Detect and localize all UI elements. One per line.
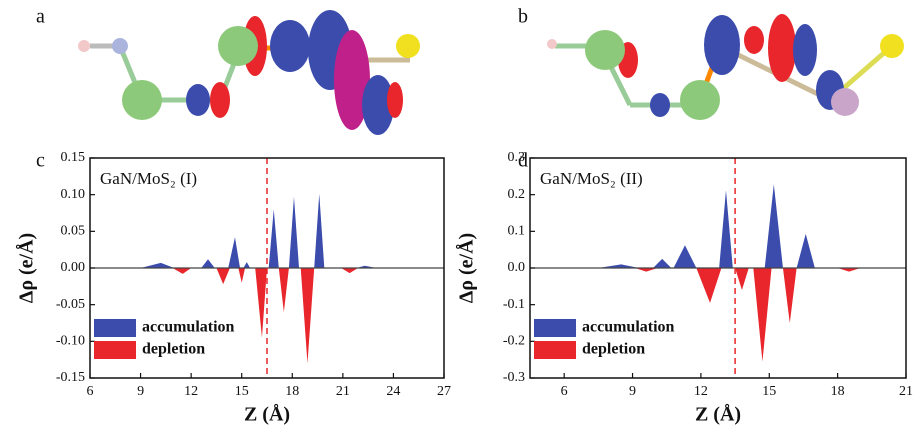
- legend-swatch: [534, 341, 576, 359]
- x-tick-label: 9: [629, 384, 636, 399]
- legend-swatch: [94, 319, 136, 337]
- y-tick-label: 0.10: [61, 187, 86, 202]
- x-tick-label: 6: [87, 384, 94, 399]
- x-tick-label: 12: [694, 384, 708, 399]
- x-tick-label: 12: [184, 384, 198, 399]
- y-tick-label: -0.10: [56, 334, 85, 349]
- y-axis-label: Δρ (e/Å): [455, 233, 478, 303]
- figure: a b 6 9 12 15 18 21 24 27 -0.15 -0.10 -0.05 0.00 0.0…: [0, 0, 919, 432]
- x-tick-label: 9: [137, 384, 144, 399]
- y-tick-label: -0.05: [56, 297, 85, 312]
- annotation: GaN/MoS₂ (I): [100, 169, 197, 188]
- legend-label: depletion: [582, 341, 645, 358]
- panel-label: a: [36, 6, 45, 28]
- area: [530, 184, 906, 268]
- y-axis-label: Δρ (e/Å): [15, 233, 38, 303]
- y-tick-label: -0.1: [503, 297, 525, 312]
- y-tick-label: -0.3: [503, 370, 525, 385]
- y-tick-label: -0.2: [503, 334, 525, 349]
- legend-label: accumulation: [142, 319, 235, 336]
- x-tick-label: 6: [561, 384, 568, 399]
- y-tick-label: 0.05: [61, 224, 86, 239]
- x-tick-label: 18: [831, 384, 845, 399]
- annotation: GaN/MoS₂ (II): [540, 169, 643, 188]
- y-tick-label: -0.15: [56, 370, 85, 385]
- x-tick-label: 27: [437, 384, 451, 399]
- y-tick-label: 0.15: [61, 150, 86, 165]
- x-tick-label: 21: [336, 384, 350, 399]
- legend-label: depletion: [142, 341, 205, 358]
- legend-swatch: [534, 319, 576, 337]
- structure-image-a: [78, 10, 420, 135]
- legend-label: accumulation: [582, 319, 675, 336]
- structure-image-b: [547, 14, 904, 120]
- panel-label: b: [518, 6, 528, 28]
- x-tick-label: 15: [762, 384, 776, 399]
- x-tick-label: 18: [285, 384, 299, 399]
- x-axis-label: Z (Å): [695, 403, 741, 426]
- legend-swatch: [94, 341, 136, 359]
- x-tick-label: 21: [899, 384, 913, 399]
- y-tick-label: 0.1: [508, 224, 526, 239]
- x-tick-label: 24: [386, 384, 400, 399]
- y-tick-label: 0.0: [508, 260, 526, 275]
- panel-label: c: [36, 150, 45, 172]
- y-tick-label: 0.2: [508, 187, 526, 202]
- x-axis-label: Z (Å): [244, 403, 290, 426]
- x-tick-label: 15: [235, 384, 249, 399]
- y-tick-label: 0.00: [61, 260, 86, 275]
- panel-label: d: [518, 150, 528, 172]
